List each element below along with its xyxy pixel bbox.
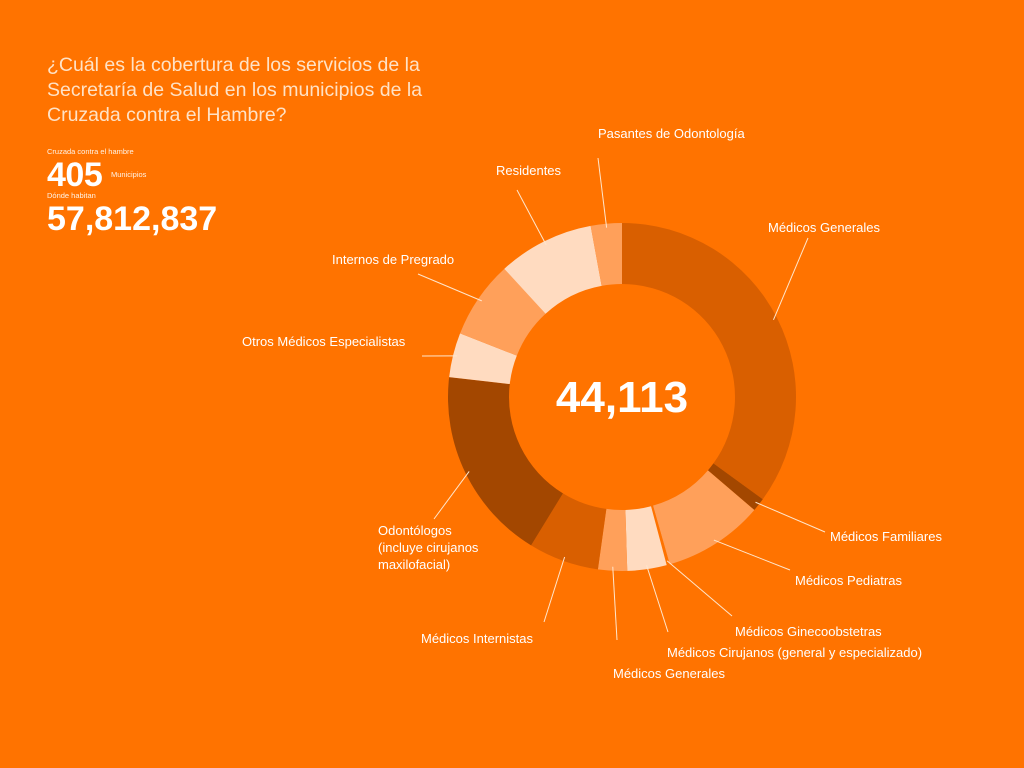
slice-label-9: Otros Médicos Especialistas (242, 334, 406, 349)
leader-line-6 (612, 566, 618, 641)
slice-label-1: Médicos Generales (768, 220, 880, 235)
leader-lines (417, 157, 826, 641)
leader-line-3 (713, 539, 791, 571)
donut-slice-7 (531, 493, 607, 570)
donut-slice-6 (597, 508, 628, 571)
leader-line-11 (516, 189, 547, 246)
leader-line-4 (666, 560, 733, 617)
donut-slice-5 (625, 506, 667, 571)
leader-line-10 (417, 273, 482, 302)
slice-label-12: Pasantes de Odontología (598, 126, 745, 141)
slice-label-8: Odontólogos (incluye cirujanos maxilofacia… (378, 523, 479, 572)
slice-labels: Médicos Generales Médicos Familiares Médic… (242, 126, 942, 681)
slice-label-6: Médicos Generales (613, 666, 725, 681)
donde-habitan-label: Dónde habitan (47, 191, 96, 200)
donut-slice-3 (653, 470, 755, 565)
chart-question-title: ¿Cuál es la cobertura de los servicios d… (47, 54, 423, 126)
slice-label-3: Médicos Pediatras (795, 573, 902, 588)
donut-slices (448, 223, 796, 571)
donut-slice-1 (622, 223, 796, 500)
leader-line-1 (773, 237, 809, 321)
donut-slice-9 (449, 333, 517, 385)
leader-line-12 (597, 157, 608, 228)
slice-label-10: Internos de Pregrado (332, 252, 454, 267)
slice-label-4: Médicos Ginecoobstetras (735, 624, 882, 639)
donut-slice-12 (590, 223, 622, 286)
center-total-value: 44,113 (556, 373, 688, 422)
cruzada-label: Cruzada contra el hambre (47, 147, 134, 156)
donut-slice-11 (504, 225, 602, 314)
leader-line-2 (755, 501, 826, 533)
municipios-unit-label: Municipios (111, 170, 147, 179)
donut-slice-2 (707, 463, 763, 511)
leader-line-5 (646, 565, 669, 633)
donut-slice-8 (448, 377, 563, 546)
leader-line-7 (543, 556, 566, 623)
leader-line-8 (433, 471, 470, 520)
donut-slice-4 (651, 505, 670, 566)
slice-label-5: Médicos Cirujanos (general y especializa… (667, 645, 922, 660)
donut-slice-10 (460, 268, 546, 356)
slice-label-11: Residentes (496, 163, 562, 178)
municipios-count: 405 (47, 156, 103, 194)
population-count: 57,812,837 (47, 200, 218, 238)
slice-label-7: Médicos Internistas (421, 631, 533, 646)
slice-label-2: Médicos Familiares (830, 529, 942, 544)
